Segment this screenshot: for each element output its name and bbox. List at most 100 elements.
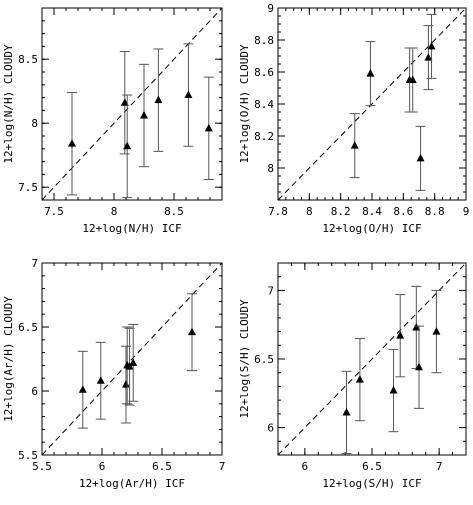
one-to-one-line: [41, 262, 223, 456]
data-point: [431, 289, 442, 374]
x-axis-title: 12+log(S/H) ICF: [322, 477, 421, 490]
data-point: [426, 13, 437, 79]
y-tick-label: 8.2: [254, 130, 274, 143]
data-point: [349, 113, 360, 179]
data-point: [77, 350, 88, 429]
triangle-marker: [415, 362, 423, 371]
x-tick-label: 8: [306, 205, 313, 218]
x-tick-label: 8.5: [164, 205, 184, 218]
x-tick-label: 7.8: [268, 205, 288, 218]
triangle-marker: [432, 327, 441, 335]
data-point: [354, 337, 365, 422]
y-tick-label: 7.5: [18, 181, 38, 194]
y-tick-label: 6: [31, 385, 38, 398]
triangle-marker: [389, 386, 398, 394]
triangle-marker: [123, 141, 132, 150]
triangle-marker: [96, 376, 105, 384]
data-point: [119, 51, 130, 155]
triangle-marker: [154, 95, 163, 104]
plot-frame: [41, 262, 223, 456]
data-point: [414, 325, 424, 409]
triangle-marker: [140, 111, 148, 119]
data-point: [67, 91, 77, 196]
triangle-marker: [412, 322, 421, 331]
x-tick-label: 9: [463, 205, 470, 218]
x-tick-label: 8.6: [393, 205, 413, 218]
data-point: [95, 341, 106, 420]
x-tick-label: 8.2: [331, 205, 351, 218]
triangle-marker: [350, 141, 359, 149]
data-point: [153, 48, 164, 152]
x-tick-label: 7: [436, 460, 443, 473]
y-tick-label: 8: [267, 162, 274, 175]
y-tick-label: 6.5: [18, 321, 38, 334]
x-tick-label: 8.4: [362, 205, 382, 218]
y-tick-label: 6: [267, 422, 274, 435]
triangle-marker: [424, 53, 433, 61]
x-axis-title: 12+log(Ar/H) ICF: [79, 477, 185, 490]
triangle-marker: [68, 139, 76, 147]
one-to-one-line: [41, 7, 223, 201]
y-axis-title: 12+log(S/H) CLOUDY: [238, 299, 251, 419]
y-axis-title: 12+log(N/H) CLOUDY: [2, 44, 15, 164]
triangle-marker: [184, 90, 193, 99]
data-point: [122, 94, 133, 198]
panel-oxygen: 7.8 8 8.2 8.4 8.6 8.8 9 8 8.2 8.4 8.6 8.8 9 12+log(O/…: [238, 2, 469, 235]
triangle-marker: [396, 331, 405, 339]
data-point: [407, 47, 418, 113]
data-point: [187, 293, 197, 372]
x-tick-label: 8.8: [425, 205, 445, 218]
data-point: [395, 294, 406, 378]
triangle-marker: [408, 75, 417, 83]
data-point: [365, 41, 376, 107]
x-tick-label: 7: [219, 460, 226, 473]
x-tick-label: 6: [99, 460, 106, 473]
y-axis-title: 12+log(O/H) CLOUDY: [238, 44, 251, 164]
triangle-marker: [342, 407, 351, 416]
triangle-marker: [204, 123, 213, 132]
one-to-one-line: [277, 7, 467, 201]
data-point: [388, 348, 399, 433]
panel-argon: 5.5 6 6.5 7 5.5 6 6.5 7 12+log(Ar/H) ICF 12+log(A…: [2, 257, 225, 490]
x-tick-label: 6: [302, 460, 309, 473]
y-tick-label: 5.5: [18, 449, 38, 462]
data-point: [341, 370, 352, 455]
y-tick-label: 8.6: [254, 66, 274, 79]
y-tick-label: 7: [267, 284, 274, 297]
data-point: [411, 285, 422, 370]
triangle-marker: [427, 41, 436, 50]
panel-sulfur: 6 6.5 7 6 6.5 7 12+log(S/H) ICF 12+log(S/H) CLO…: [238, 262, 467, 490]
y-tick-label: 6.5: [254, 353, 274, 366]
data-point: [203, 76, 214, 181]
triangle-marker: [366, 69, 375, 77]
triangle-marker: [416, 153, 425, 162]
data-point: [124, 327, 135, 406]
y-tick-label: 8: [31, 117, 38, 130]
plot-frame: [41, 7, 223, 201]
triangle-marker: [355, 375, 364, 383]
x-tick-label: 7.5: [44, 205, 64, 218]
y-tick-label: 8.4: [254, 98, 274, 111]
y-tick-label: 7: [31, 257, 38, 270]
y-axis-title: 12+log(Ar/H) CLOUDY: [2, 296, 15, 422]
x-tick-label: 8: [111, 205, 118, 218]
data-point: [139, 63, 149, 168]
y-tick-label: 8.5: [18, 53, 38, 66]
triangle-marker: [122, 380, 130, 388]
x-tick-label: 6.5: [152, 460, 172, 473]
x-tick-label: 6.5: [362, 460, 382, 473]
y-tick-label: 9: [267, 2, 274, 15]
triangle-marker: [78, 385, 87, 393]
triangle-marker: [188, 327, 196, 336]
y-tick-label: 8.8: [254, 34, 274, 47]
x-axis-title: 12+log(N/H) ICF: [82, 222, 181, 235]
one-to-one-line: [277, 262, 467, 456]
data-point: [415, 125, 426, 191]
x-tick-label: 5.5: [32, 460, 52, 473]
x-axis-title: 12+log(O/H) ICF: [322, 222, 421, 235]
data-point: [128, 323, 139, 402]
triangle-marker: [129, 358, 138, 366]
panel-nitrogen: 7.5 8 8.5 7.5 8 8.5 12+log(N/H) ICF 12+log(N/H)…: [2, 7, 223, 235]
triangle-marker: [125, 362, 134, 370]
